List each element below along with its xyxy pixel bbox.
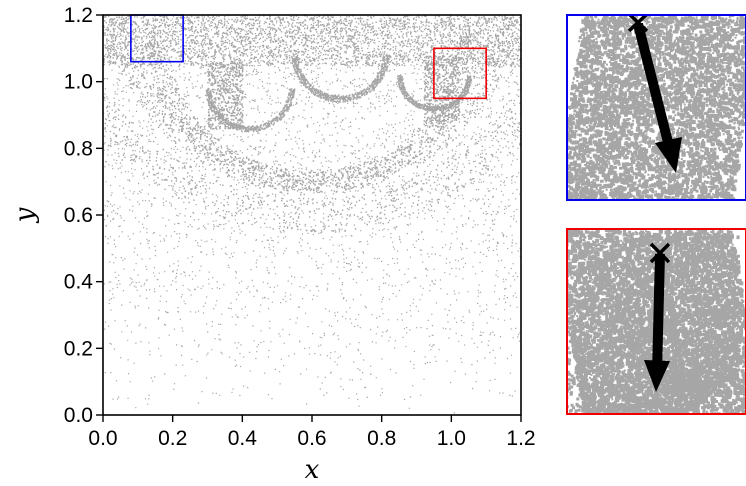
main-plot: 0.0 0.2 0.4 0.6 0.8 1.0 1.2 0.0 0.2 0.4 0.6 0.8 1.0… (10, 4, 536, 485)
highlight-box-red (433, 47, 487, 100)
x-tick-label: 0.2 (158, 427, 187, 450)
y-tick-label: 0.6 (64, 204, 93, 227)
y-tick-label: 1.2 (64, 4, 93, 27)
x-tick-label: 1.2 (506, 427, 535, 450)
y-axis-label: y (10, 207, 40, 223)
x-tick-label: 0.6 (297, 427, 326, 450)
inset-blue-x-marker (627, 15, 649, 33)
x-tick-label: 0.8 (367, 427, 396, 450)
y-tick-label: 0.8 (64, 137, 93, 160)
y-tick-label: 0.2 (64, 337, 93, 360)
inset-red-arrow-head (644, 360, 670, 392)
scatter-points-layer (103, 15, 521, 414)
x-tick-label: 0.0 (88, 427, 117, 450)
inset-red-frame (566, 228, 746, 415)
inset-blue (566, 14, 746, 201)
scatter-points (103, 15, 521, 414)
inset-points (567, 15, 746, 200)
y-tick-label: 1.0 (64, 71, 93, 94)
x-tick-label: 0.4 (228, 427, 258, 450)
y-tick-label: 0.4 (64, 271, 94, 294)
inset-red-arrow-shaft (652, 253, 665, 374)
inset-blue-frame (566, 14, 746, 201)
plot-frame (102, 14, 522, 416)
x-axis-label: x (305, 455, 320, 485)
inset-blue-points-layer (567, 15, 746, 200)
inset-blue-arrow-head (655, 137, 682, 173)
y-tick-label: 0.0 (64, 404, 93, 427)
inset-red (566, 228, 746, 415)
inset-blue-arrow-shaft (633, 22, 677, 160)
y-axis: 0.0 0.2 0.4 0.6 0.8 1.0 1.2 (64, 4, 103, 427)
x-axis: 0.0 0.2 0.4 0.6 0.8 1.0 1.2 (88, 415, 536, 450)
inset-red-x-marker (649, 242, 671, 264)
x-tick-label: 1.0 (437, 427, 466, 450)
